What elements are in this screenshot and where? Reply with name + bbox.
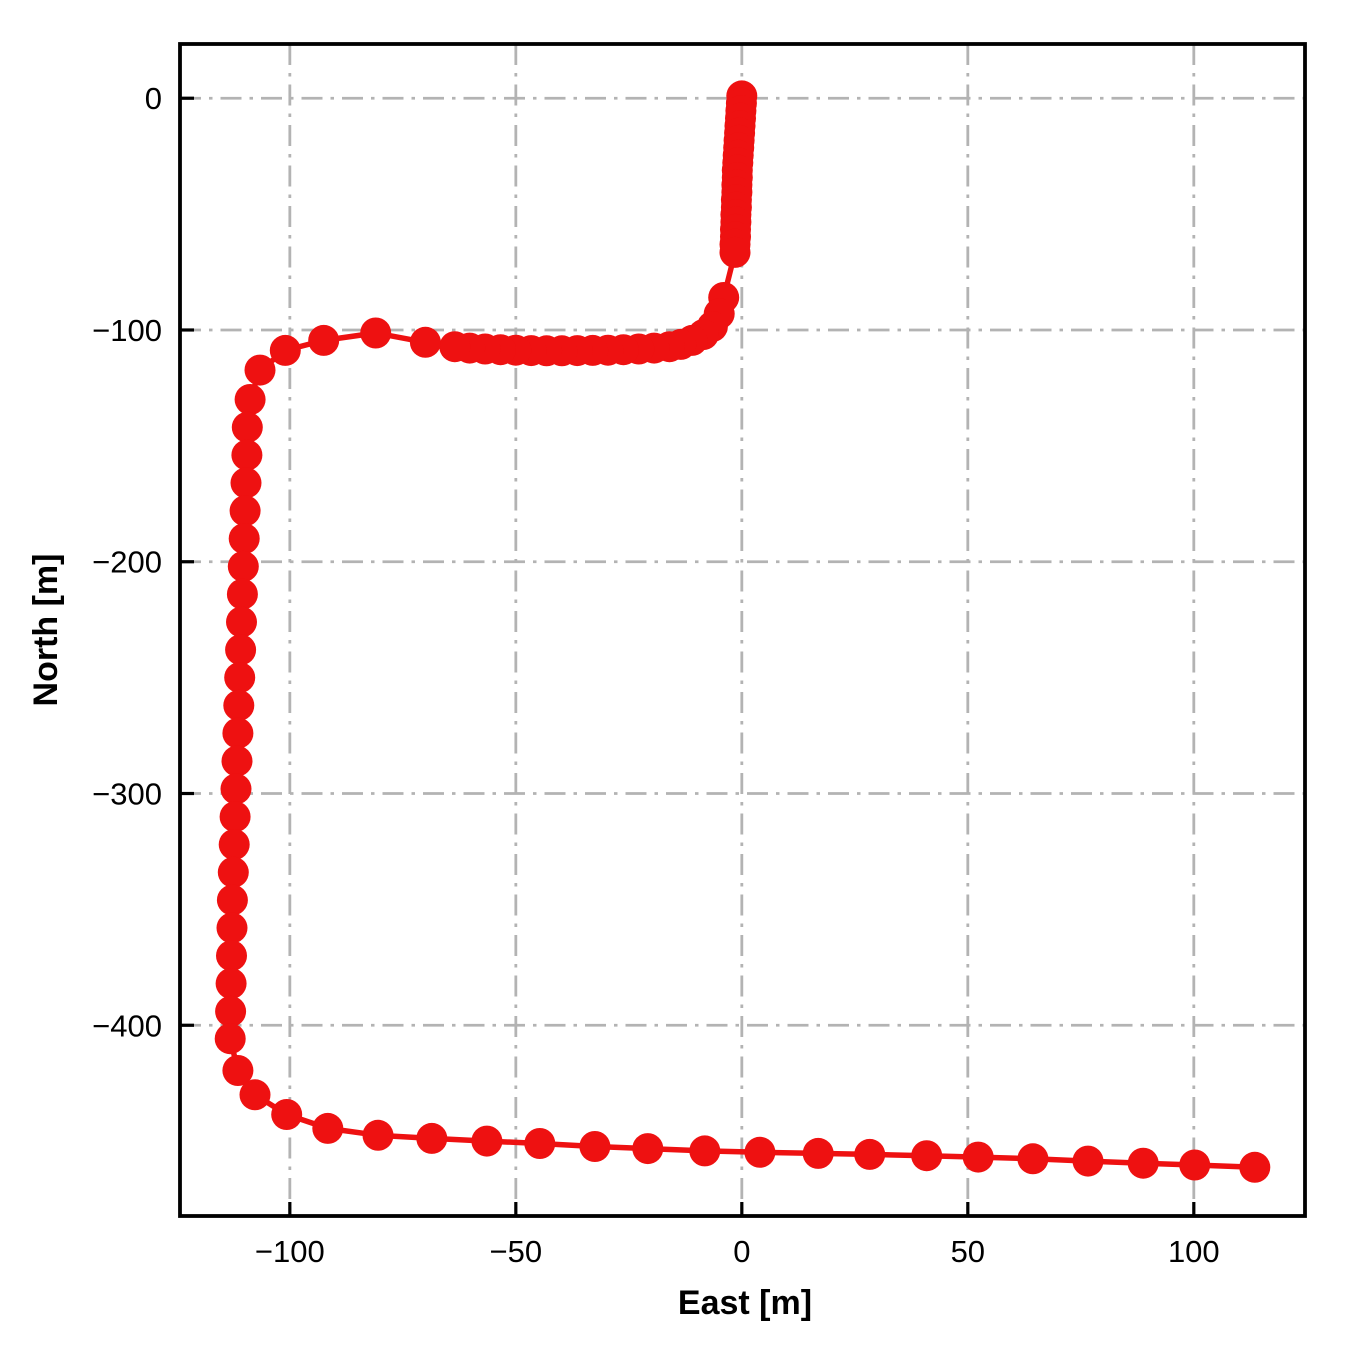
trajectory-point-marker — [689, 1135, 721, 1167]
trajectory-point-marker — [239, 1079, 271, 1111]
trajectory-point-marker — [214, 1023, 246, 1055]
trajectory-point-marker — [802, 1137, 834, 1169]
trajectory-point-marker — [362, 1119, 394, 1151]
trajectory-series — [214, 80, 1271, 1183]
trajectory-point-marker — [222, 717, 254, 749]
x-tick-label: −50 — [490, 1234, 543, 1269]
trajectory-point-marker — [227, 550, 259, 582]
axis-ticks — [180, 96, 1196, 1216]
trajectory-point-marker — [244, 354, 276, 386]
trajectory-point-marker — [719, 236, 751, 268]
x-axis-label: East [m] — [678, 1284, 812, 1322]
trajectory-point-marker — [632, 1133, 664, 1165]
trajectory-point-marker — [217, 856, 249, 888]
y-tick-label: −100 — [92, 313, 162, 348]
trajectory-point-marker — [231, 439, 263, 471]
trajectory-point-marker — [744, 1136, 776, 1168]
grid-lines — [180, 44, 1305, 1216]
trajectory-point-marker — [409, 326, 441, 358]
trajectory-point-marker — [222, 1055, 254, 1086]
y-tick-label: 0 — [145, 81, 162, 116]
trajectory-point-marker — [1072, 1145, 1104, 1177]
trajectory-point-marker — [911, 1140, 943, 1172]
trajectory-point-marker — [219, 801, 251, 833]
y-axis-label: North [m] — [27, 554, 65, 707]
y-tick-label: −200 — [92, 545, 162, 580]
x-tick-label: 0 — [733, 1234, 750, 1269]
trajectory-point-marker — [215, 995, 247, 1027]
trajectory-point-marker — [234, 384, 266, 415]
trajectory-point-marker — [224, 662, 256, 694]
trajectory-point-marker — [416, 1122, 448, 1154]
trajectory-point-marker — [216, 884, 248, 916]
trajectory-point-marker — [215, 968, 247, 999]
trajectory-point-marker — [221, 745, 253, 777]
trajectory-point-marker — [216, 940, 247, 972]
x-tick-label: 50 — [951, 1234, 985, 1269]
trajectory-point-marker — [360, 317, 392, 349]
trajectory-point-marker — [524, 1128, 556, 1159]
trajectory-point-marker — [439, 331, 471, 363]
trajectory-point-marker — [1179, 1149, 1211, 1181]
trajectory-point-marker — [223, 689, 255, 721]
trajectory-point-marker — [271, 1099, 303, 1130]
trajectory-point-marker — [229, 495, 261, 527]
trajectory-point-marker — [225, 634, 257, 666]
trajectory-point-marker — [1239, 1151, 1271, 1183]
trajectory-point-marker — [230, 467, 262, 499]
trajectory-point-marker — [220, 773, 252, 805]
trajectory-point-marker — [226, 578, 258, 610]
trajectory-point-marker — [228, 523, 260, 555]
trajectory-point-marker — [579, 1131, 611, 1162]
trajectory-point-marker — [312, 1112, 344, 1144]
trajectory-point-marker — [1127, 1147, 1159, 1179]
trajectory-point-marker — [218, 829, 250, 860]
y-tick-label: −400 — [92, 1008, 162, 1043]
trajectory-point-marker — [962, 1141, 994, 1173]
trajectory-point-marker — [269, 334, 301, 366]
trajectory-point-marker — [226, 606, 257, 638]
axis-tick-labels: −100 −50 0 50 100 0 −100 −200 −300 −400 — [92, 81, 1220, 1269]
trajectory-point-marker — [308, 324, 340, 356]
trajectory-point-marker — [854, 1138, 886, 1170]
x-tick-label: 100 — [1168, 1234, 1220, 1269]
x-tick-label: −100 — [255, 1234, 325, 1269]
trajectory-point-marker — [231, 411, 263, 443]
y-tick-label: −300 — [92, 777, 162, 812]
trajectory-point-marker — [471, 1125, 503, 1157]
trajectory-point-marker — [1017, 1143, 1049, 1175]
trajectory-point-marker — [216, 912, 248, 944]
